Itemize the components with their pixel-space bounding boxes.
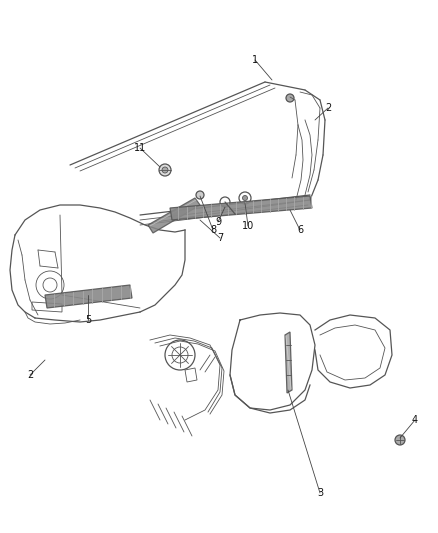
Circle shape [242, 196, 247, 200]
Text: 10: 10 [241, 221, 254, 231]
Circle shape [394, 435, 404, 445]
Text: 2: 2 [324, 103, 330, 113]
Text: 5: 5 [85, 315, 91, 325]
Circle shape [159, 164, 171, 176]
Circle shape [162, 167, 168, 173]
Polygon shape [45, 285, 132, 308]
Text: 7: 7 [216, 233, 223, 243]
Text: 8: 8 [209, 225, 215, 235]
Text: 9: 9 [215, 217, 221, 227]
Text: 11: 11 [134, 143, 146, 153]
Circle shape [285, 94, 293, 102]
Text: 2: 2 [27, 370, 33, 380]
Text: 4: 4 [411, 415, 417, 425]
Polygon shape [284, 332, 291, 393]
Polygon shape [170, 196, 311, 220]
Text: 6: 6 [296, 225, 302, 235]
Circle shape [195, 191, 204, 199]
Text: 3: 3 [316, 488, 322, 498]
Text: 1: 1 [251, 55, 258, 65]
Polygon shape [148, 198, 200, 233]
